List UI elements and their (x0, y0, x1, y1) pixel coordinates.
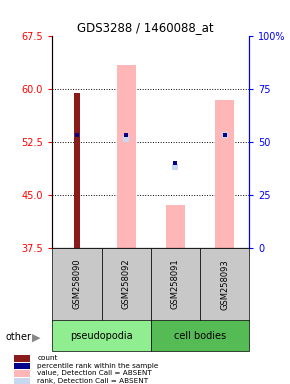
Text: GSM258093: GSM258093 (220, 259, 229, 310)
Bar (52, 248, 102, 321)
Text: GDS3288 / 1460088_at: GDS3288 / 1460088_at (77, 21, 213, 34)
Text: GSM258092: GSM258092 (122, 259, 131, 310)
Bar (117, 65, 135, 248)
Bar (166, 205, 185, 248)
Text: percentile rank within the sample: percentile rank within the sample (37, 363, 159, 369)
Bar (14, 355, 30, 362)
Bar (102, 248, 151, 321)
Bar (215, 100, 234, 248)
Text: count: count (37, 355, 58, 361)
Text: rank, Detection Call = ABSENT: rank, Detection Call = ABSENT (37, 378, 148, 384)
Bar (200, 248, 249, 321)
Bar (52, 320, 151, 351)
Bar (151, 248, 200, 321)
Bar (74, 93, 80, 248)
Bar (151, 320, 249, 351)
Text: GSM258090: GSM258090 (72, 259, 81, 310)
Text: cell bodies: cell bodies (174, 331, 226, 341)
Text: ▶: ▶ (32, 332, 41, 342)
Bar (14, 378, 30, 384)
Bar (14, 371, 30, 377)
Text: GSM258091: GSM258091 (171, 259, 180, 310)
Text: value, Detection Call = ABSENT: value, Detection Call = ABSENT (37, 370, 152, 376)
Bar (14, 363, 30, 369)
Text: pseudopodia: pseudopodia (70, 331, 133, 341)
Text: other: other (6, 332, 32, 342)
